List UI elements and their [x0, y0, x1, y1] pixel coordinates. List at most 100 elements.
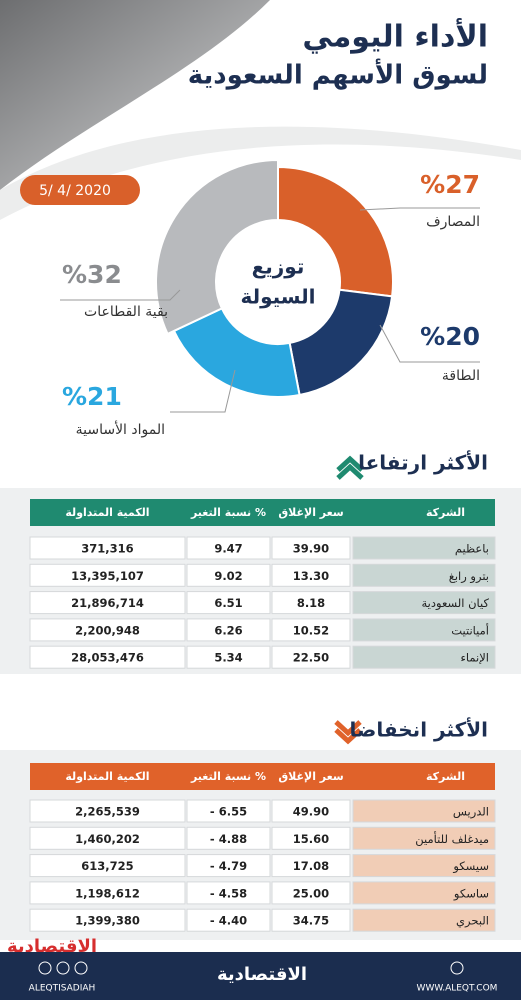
table-cell: [271, 854, 351, 878]
table-cell-text: 613,725: [81, 859, 133, 873]
table-cell: [186, 881, 271, 905]
value-label: %27: [420, 170, 480, 199]
date: 5/ 4/ 2020: [39, 183, 111, 199]
donut-chart: توزيع السيولة %27 المصارف %20 الطاقة %21 المواد…: [62, 158, 480, 438]
table-cell: [271, 908, 351, 932]
table-cell: [186, 563, 271, 587]
table-header: الكمية المتداولة: [65, 770, 149, 783]
table-cell: [271, 826, 351, 850]
logo: الاقتصادية: [7, 936, 97, 957]
table-cell-text: 1,198,612: [75, 886, 140, 900]
table-cell-text: 9.02: [214, 569, 242, 583]
down-icon: [334, 720, 362, 745]
table-header: الكمية المتداولة: [65, 506, 149, 519]
table-cell: [29, 854, 186, 878]
table-cell-text: أميانتيت: [451, 622, 489, 637]
table-cell: [186, 908, 271, 932]
table-cell-text: بترو رابغ: [449, 569, 489, 584]
table-cell-text: 1,460,202: [75, 832, 140, 846]
table-cell-text: كيان السعودية: [422, 596, 490, 611]
table-cell: [352, 618, 496, 642]
category-label: المصارف: [426, 214, 480, 230]
table-cell-text: - 6.55: [210, 805, 247, 819]
table-cell: [186, 826, 271, 850]
table-cell-text: - 4.40: [210, 914, 247, 928]
table-cell: [271, 536, 351, 560]
table-cell: [352, 826, 496, 850]
table-cell-text: ميدغلف للتأمين: [415, 831, 489, 847]
table-cell-text: 2,200,948: [75, 623, 140, 637]
table-cell: [186, 591, 271, 615]
table-cell: [29, 826, 186, 850]
table-cell: [352, 799, 496, 823]
social-icons: [38, 961, 464, 975]
donut-slice: [277, 165, 394, 298]
table-cell-text: - 4.79: [210, 859, 247, 873]
table-cell-text: 21,896,714: [71, 596, 144, 610]
footer-bar: [0, 952, 521, 1000]
table-header: نسبة التغير %: [190, 770, 266, 783]
table-cell-text: 17.08: [293, 859, 329, 873]
footer-website: WWW.ALEQT.COM: [417, 984, 498, 994]
table-cell-text: 39.90: [293, 542, 329, 556]
table-cell: [352, 854, 496, 878]
table-cell-text: 9.47: [214, 542, 242, 556]
header-wave-light: [0, 126, 521, 220]
table-cell-text: 2,265,539: [75, 805, 140, 819]
title: الأداء اليومي: [302, 18, 488, 55]
table-cell: [186, 536, 271, 560]
table-cell: [352, 645, 496, 669]
up-icon: [336, 455, 364, 480]
leader-lines: [60, 207, 480, 413]
table-cell-text: - 4.88: [210, 832, 247, 846]
table-cell-text: 28,053,476: [71, 651, 144, 665]
table-cell: [271, 563, 351, 587]
table-cell-text: 6.26: [214, 623, 242, 637]
donut-slice: [155, 158, 279, 336]
table-cell: [29, 645, 186, 669]
table-cell-text: 8.18: [297, 596, 325, 610]
table-cell: [271, 799, 351, 823]
section-title: الأكثر انخفاضا: [350, 717, 488, 742]
table-cell-text: 15.60: [293, 832, 329, 846]
table-cell-text: 6.51: [214, 596, 242, 610]
table-cell-text: الإنماء: [460, 651, 489, 665]
table-cell-text: 13,395,107: [71, 569, 144, 583]
table-cell: [186, 618, 271, 642]
table-header: سعر الإغلاق: [278, 506, 343, 519]
value-label: %21: [62, 382, 122, 411]
table-header-bg: [30, 763, 495, 790]
table-cell: [271, 618, 351, 642]
center-label: السيولة: [240, 285, 315, 309]
table-cell: [29, 591, 186, 615]
table-cell: [271, 645, 351, 669]
table-cell-text: 13.30: [293, 569, 329, 583]
date-pill: [20, 175, 140, 205]
table-cell-text: 1,399,380: [75, 914, 140, 928]
table-cell-text: 5.34: [214, 651, 242, 665]
subtitle: لسوق الأسهم السعودية: [188, 59, 488, 91]
center-label: توزيع: [252, 255, 305, 279]
table-cell: [352, 536, 496, 560]
table-cell: [186, 854, 271, 878]
header-wave: [0, 0, 270, 190]
donut-slice: [288, 288, 394, 397]
table-cell: [186, 799, 271, 823]
table-cell-text: 34.75: [293, 914, 329, 928]
table-cell-text: سيسكو: [452, 859, 489, 874]
table-cell-text: ساسكو: [453, 886, 489, 901]
tables: الأكثر ارتفاعا الشركة سعر الإغلاق نسبة التغ…: [29, 450, 496, 932]
footer-handle: ALEQTISADIAH: [29, 984, 96, 994]
table-cell: [271, 881, 351, 905]
table-header: الشركة: [426, 770, 465, 783]
table-cell-text: 25.00: [293, 886, 329, 900]
table-cell: [352, 881, 496, 905]
category-label: بقية القطاعات: [84, 304, 168, 320]
table-cell: [352, 591, 496, 615]
donut-center: [218, 222, 338, 342]
table-cell: [29, 908, 186, 932]
section-title: الأكثر ارتفاعا: [358, 450, 488, 475]
table-header: سعر الإغلاق: [278, 770, 343, 783]
table-header: الشركة: [426, 506, 465, 519]
table-cell: [29, 563, 186, 587]
